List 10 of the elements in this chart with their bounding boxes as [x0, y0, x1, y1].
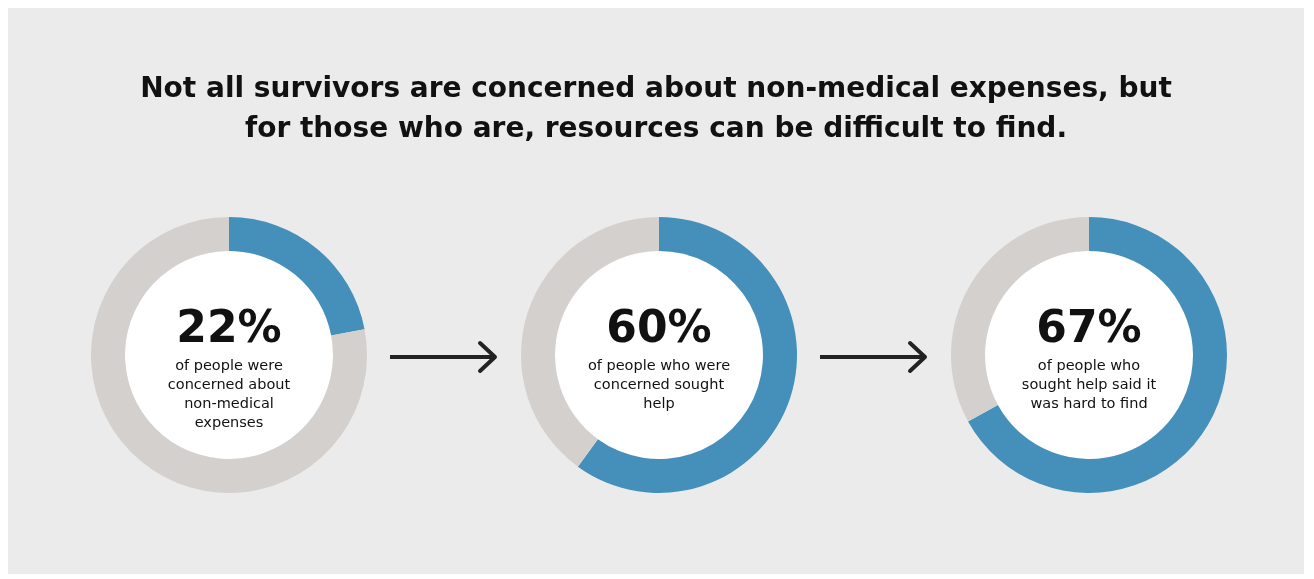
text: of people were concerned about non-medical expenses: [166, 356, 292, 432]
text: Not all survivors are concerned about non-medical expenses, but for those who are, resources can be difficult to find.: [139, 70, 1173, 146]
donut-slice: [91, 217, 367, 493]
data-label: 60%: [605, 301, 713, 352]
text: of people who sought help said it was hard to find: [1020, 356, 1158, 413]
donut-slice: [577, 217, 797, 493]
text: of people who were concerned sought help: [586, 356, 732, 413]
data-label: 22%: [175, 301, 283, 352]
donut-slice: [968, 217, 1227, 493]
data-label: 67%: [1035, 301, 1143, 352]
